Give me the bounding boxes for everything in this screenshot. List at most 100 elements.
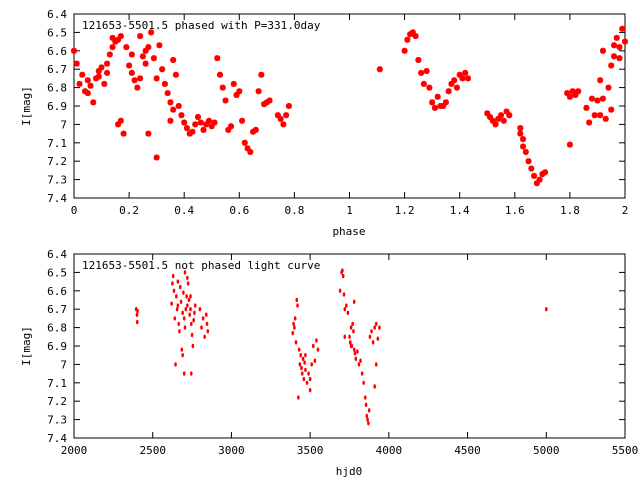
unphased-data-point [368, 334, 372, 339]
phased-data-point [418, 69, 425, 76]
phased-x-tick-label: 1 [346, 204, 353, 217]
phased-data-point [189, 128, 196, 135]
unphased-chart: 121653-5501.5 not phased light curve hjd… [20, 248, 638, 478]
phased-data-point [145, 130, 152, 137]
unphased-data-point [173, 316, 177, 321]
phased-data-point [101, 80, 108, 87]
phased-data-point [594, 97, 601, 104]
unphased-data-point [294, 340, 298, 345]
phased-data-point [431, 104, 438, 111]
phased-data-point [79, 71, 86, 78]
unphased-data-point [189, 307, 192, 312]
phased-data-point [170, 106, 177, 113]
unphased-data-point [349, 343, 353, 349]
phased-data-point [610, 53, 617, 60]
phased-data-point [93, 75, 100, 82]
unphased-data-point [176, 303, 180, 308]
unphased-y-tick-label: 6.7 [47, 303, 67, 316]
phased-data-point [222, 97, 229, 104]
phased-data-point [599, 95, 606, 102]
phased-data-point [142, 60, 149, 67]
phased-y-ticks: 6.4 6.5 6.6 6.7 6.8 6.9 7 7.1 7.2 7.3 7.4 [47, 8, 625, 205]
unphased-y-tick-label: 6.9 [47, 340, 67, 353]
unphased-data-point [136, 308, 139, 314]
unphased-data-point [177, 321, 180, 327]
phased-data-point [401, 47, 408, 54]
phased-data-point [219, 84, 226, 91]
unphased-data-point [343, 334, 347, 339]
unphased-data-point [186, 303, 189, 308]
phased-data-point [564, 90, 571, 97]
unphased-data-point [185, 294, 188, 299]
phased-data-point [266, 97, 273, 104]
unphased-data-point [301, 356, 305, 362]
unphased-data-point [313, 358, 317, 363]
phased-y-tick-label: 6.8 [47, 82, 67, 95]
phased-data-point [178, 112, 185, 119]
phased-data-point [84, 90, 91, 97]
unphased-data-point [373, 325, 376, 330]
phased-data-point [423, 68, 430, 75]
unphased-data-point [359, 358, 362, 363]
phased-data-point [192, 121, 199, 128]
phased-data-point [462, 69, 469, 76]
unphased-data-point [292, 321, 295, 327]
phased-data-point [76, 80, 83, 87]
phased-data-point [236, 88, 243, 95]
phased-data-point [420, 80, 427, 87]
unphased-data-point [354, 356, 358, 362]
unphased-data-point [291, 330, 295, 336]
unphased-data-point [346, 310, 350, 316]
phased-data-point [261, 101, 268, 108]
phased-data-point [109, 34, 116, 41]
phased-x-ticks: 0 0.2 0.4 0.6 0.8 1 1.2 1.4 1.6 1.8 2 [71, 14, 628, 217]
phased-data-point [517, 125, 524, 132]
unphased-data-point [356, 349, 359, 354]
unphased-data-point [293, 325, 296, 330]
phased-y-tick-label: 6.7 [47, 63, 67, 76]
phased-data-point [608, 62, 615, 69]
phased-data-point [602, 115, 609, 122]
phased-data-point [233, 91, 240, 98]
phased-data-point [115, 121, 122, 128]
unphased-data-point [204, 312, 208, 317]
phased-data-point [429, 99, 436, 106]
phased-data-point [434, 93, 441, 100]
phased-data-point [167, 99, 174, 106]
unphased-data-point [190, 332, 194, 338]
phased-data-point [448, 80, 455, 87]
phased-data-point [622, 38, 628, 45]
phased-data-point [520, 143, 527, 150]
unphased-x-tick-label: 2500 [139, 444, 166, 457]
unphased-data-point [188, 312, 192, 317]
phased-data-point [404, 36, 411, 43]
phased-data-point [492, 121, 499, 128]
unphased-data-point [183, 325, 187, 330]
phased-data-point [183, 125, 190, 132]
unphased-data-point [374, 321, 378, 327]
unphased-data-point [349, 325, 353, 330]
unphased-data-point [351, 321, 354, 327]
unphased-data-point [544, 307, 548, 312]
unphased-data-point [186, 281, 190, 286]
phased-data-point [445, 88, 452, 95]
unphased-data-point [201, 316, 205, 321]
unphased-data-point [367, 408, 371, 413]
unphased-data-point [178, 329, 181, 334]
unphased-x-tick-label: 3500 [297, 444, 324, 457]
unphased-y-ticks: 6.4 6.5 6.6 6.7 6.8 6.9 7 7.1 7.2 7.3 7.4 [47, 248, 625, 445]
phased-data-point [170, 57, 177, 63]
phased-data-point [539, 171, 546, 178]
phased-data-point [137, 75, 144, 82]
phased-data-point [120, 130, 127, 137]
unphased-data-point [298, 362, 302, 367]
phased-chart-title: 121653-5501.5 phased with P=331.0day [82, 19, 321, 32]
unphased-data-point [174, 362, 177, 367]
unphased-data-point [297, 395, 300, 400]
phased-data-point [197, 119, 204, 126]
phased-data-point [459, 75, 466, 82]
phased-data-point [175, 103, 182, 109]
unphased-data-point [370, 329, 373, 334]
unphased-x-tick-label: 2000 [61, 444, 88, 457]
phased-data-point [451, 77, 458, 84]
